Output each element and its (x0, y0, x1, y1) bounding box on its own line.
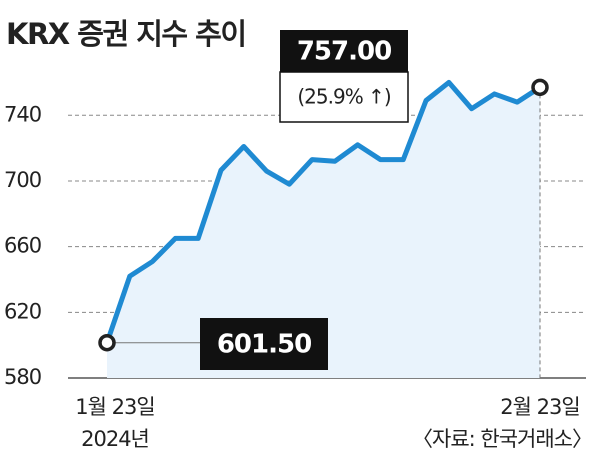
y-tick-label: 620 (4, 299, 41, 323)
x-sublabel: 2024년 (81, 427, 149, 451)
source: 〈자료: 한국거래소〉 (412, 427, 592, 451)
line (104, 79, 542, 344)
value-label: 757.00 (297, 37, 391, 67)
annotation-box (279, 71, 409, 123)
y-tick-label: 580 (4, 365, 41, 389)
y-tick-label: 700 (4, 168, 41, 192)
value-label-box (280, 30, 408, 72)
end-marker (98, 333, 116, 352)
area (107, 82, 540, 378)
x-tick-label: 1월 23일 (75, 395, 154, 419)
y-tick-label: 660 (4, 234, 41, 258)
annotation: (25.9% ↑) (297, 85, 390, 109)
chart-title: KRX 증권 지수 추이 (6, 17, 246, 51)
end-marker (531, 78, 549, 97)
x-tick-label: 2월 23일 (500, 395, 579, 419)
value-label-box (200, 318, 328, 370)
y-tick-label: 740 (4, 102, 41, 126)
value-label: 601.50 (217, 330, 311, 360)
